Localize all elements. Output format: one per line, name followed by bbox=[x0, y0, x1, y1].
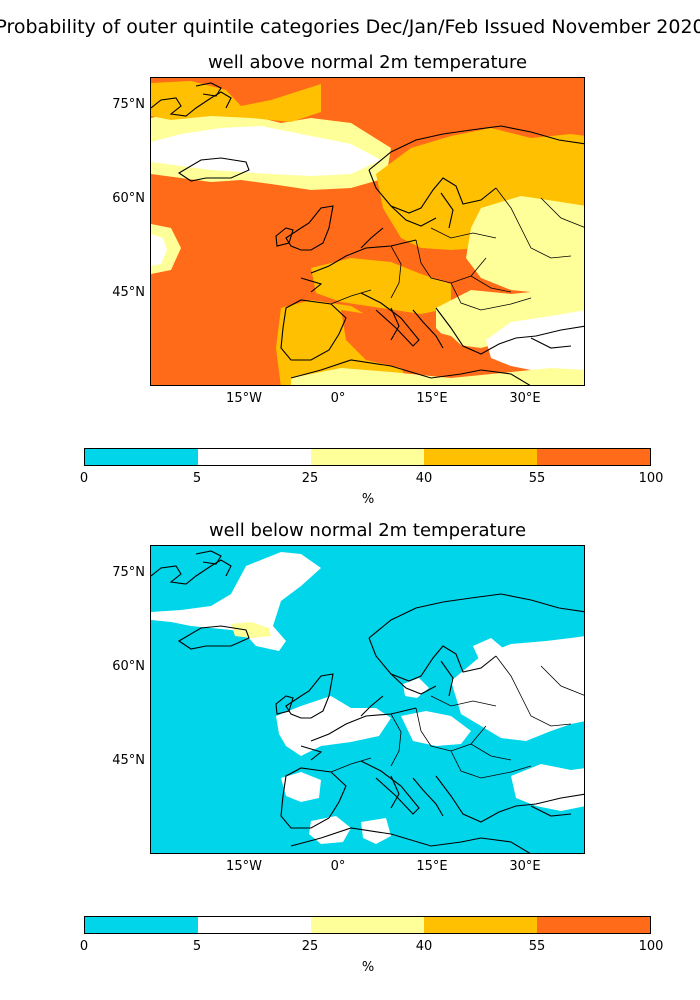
colorbar-segment bbox=[424, 917, 537, 933]
region-north-africa-white-2 bbox=[361, 818, 391, 844]
lon-label-15e: 15°E bbox=[416, 391, 448, 406]
colorbar-tick: 55 bbox=[528, 471, 546, 486]
lon-label-15w: 15°W bbox=[226, 391, 262, 406]
lat-label-75: 75°N bbox=[112, 565, 145, 580]
lon-label-0: 0° bbox=[330, 391, 346, 406]
region-north-orange-band bbox=[151, 81, 321, 122]
map-below-normal-graphic bbox=[151, 546, 584, 853]
region-anatolia-white bbox=[486, 310, 584, 378]
colorbar-tick: 40 bbox=[415, 939, 433, 954]
colorbar-tick: 25 bbox=[301, 471, 319, 486]
region-east-europe-yellow bbox=[466, 196, 584, 294]
region-iceland-yellow bbox=[231, 622, 271, 638]
lon-label-30e: 30°E bbox=[509, 859, 541, 874]
map-below-normal bbox=[150, 545, 585, 854]
region-balkans-yellow bbox=[436, 286, 584, 348]
borders bbox=[330, 187, 584, 311]
colorbar-segment bbox=[537, 449, 650, 465]
colorbar-tick: 100 bbox=[638, 471, 664, 486]
colorbar-segment bbox=[198, 449, 311, 465]
coastlines bbox=[151, 82, 584, 385]
region-north-africa-yellow bbox=[291, 368, 584, 385]
lat-label-60: 60°N bbox=[112, 191, 145, 206]
coastlines bbox=[151, 550, 584, 853]
region-central-europe-orange bbox=[311, 258, 451, 314]
lon-label-30e: 30°E bbox=[509, 391, 541, 406]
colorbar-tick: 0 bbox=[79, 939, 89, 954]
colorbar-unit: % bbox=[361, 492, 375, 507]
colorbar-unit: % bbox=[361, 960, 375, 975]
map-above-normal bbox=[150, 77, 585, 386]
region-greenland-sea-white bbox=[151, 552, 321, 651]
colorbar-segment bbox=[537, 917, 650, 933]
panel-title-below-normal: well below normal 2m temperature bbox=[208, 520, 527, 541]
panel-title-above-normal: well above normal 2m temperature bbox=[207, 52, 528, 73]
figure-title: Probability of outer quintile categories… bbox=[0, 16, 700, 38]
region-western-europe-white bbox=[276, 696, 391, 756]
colorbar-segment bbox=[85, 449, 198, 465]
colorbar-tick: 0 bbox=[79, 471, 89, 486]
colorbar-tick: 25 bbox=[301, 939, 319, 954]
colorbar-segment bbox=[311, 917, 424, 933]
lon-label-15e: 15°E bbox=[416, 859, 448, 874]
lon-label-0: 0° bbox=[330, 859, 346, 874]
colorbar-tick: 5 bbox=[192, 471, 202, 486]
region-scandinavia-white bbox=[473, 638, 503, 664]
colorbar-tick: 55 bbox=[528, 939, 546, 954]
colorbar-segment bbox=[85, 917, 198, 933]
lat-label-45: 45°N bbox=[112, 753, 145, 768]
colorbar-segment bbox=[424, 449, 537, 465]
colorbar-tick: 5 bbox=[192, 939, 202, 954]
colorbar-below-normal bbox=[84, 916, 651, 934]
colorbar-segment bbox=[311, 449, 424, 465]
lat-label-75: 75°N bbox=[112, 97, 145, 112]
borders bbox=[330, 655, 584, 779]
lon-label-15w: 15°W bbox=[226, 859, 262, 874]
region-iberia-white bbox=[281, 772, 321, 802]
region-iceland-white bbox=[151, 126, 381, 176]
colorbar-segment bbox=[198, 917, 311, 933]
lat-label-60: 60°N bbox=[112, 659, 145, 674]
region-anatolia-white bbox=[511, 764, 584, 811]
colorbar-above-normal bbox=[84, 448, 651, 466]
lat-label-45: 45°N bbox=[112, 285, 145, 300]
colorbar-tick: 40 bbox=[415, 471, 433, 486]
colorbar-tick: 100 bbox=[638, 939, 664, 954]
region-west-atlantic-white bbox=[151, 234, 167, 266]
map-above-normal-graphic bbox=[151, 78, 584, 385]
